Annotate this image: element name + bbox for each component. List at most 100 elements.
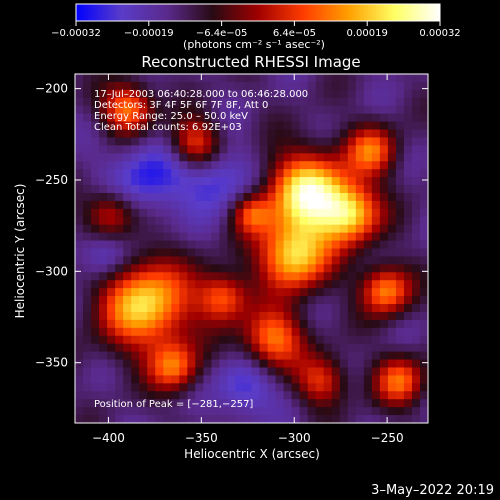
- heatmap-cell: [315, 200, 325, 210]
- heatmap-cell: [115, 74, 124, 83]
- heatmap-cell: [371, 407, 381, 416]
- heatmap-cell: [227, 105, 237, 115]
- heatmap-cell: [187, 296, 196, 305]
- heatmap-cell: [347, 272, 357, 281]
- heatmap-cell: [371, 375, 381, 384]
- heatmap-cell: [115, 153, 124, 162]
- heatmap-cell: [139, 137, 148, 146]
- heatmap-cell: [299, 177, 309, 186]
- heatmap-cell: [371, 304, 381, 313]
- heatmap-cell: [307, 185, 317, 194]
- heatmap-cell: [339, 208, 349, 218]
- heatmap-cell: [267, 216, 277, 226]
- heatmap-cell: [267, 113, 277, 123]
- heatmap-cell: [243, 264, 253, 273]
- heatmap-cell: [83, 248, 92, 258]
- heatmap-cell: [379, 367, 389, 377]
- heatmap-cell: [275, 169, 285, 178]
- heatmap-cell: [387, 121, 397, 131]
- heatmap-cell: [203, 280, 212, 289]
- heatmap-cell: [219, 311, 229, 321]
- heatmap-cell: [259, 367, 269, 377]
- heatmap-cell: [371, 169, 381, 178]
- heatmap-cell: [275, 280, 285, 289]
- heatmap-cell: [99, 304, 108, 313]
- heatmap-cell: [251, 367, 261, 377]
- heatmap-cell: [299, 185, 309, 194]
- heatmap-cell: [395, 232, 405, 242]
- heatmap-cell: [323, 89, 333, 99]
- heatmap-cell: [379, 272, 389, 281]
- heatmap-cell: [267, 407, 277, 416]
- heatmap-cell: [187, 113, 196, 123]
- heatmap-cell: [227, 177, 237, 186]
- heatmap-cell: [363, 335, 373, 345]
- heatmap-cell: [179, 367, 188, 377]
- heatmap-cell: [387, 264, 397, 273]
- heatmap-cell: [91, 383, 100, 392]
- heatmap-cell: [251, 272, 261, 281]
- heatmap-cell: [275, 145, 285, 154]
- heatmap-cell: [235, 121, 245, 131]
- heatmap-cell: [323, 351, 333, 361]
- heatmap-cell: [179, 391, 188, 400]
- heatmap-cell: [227, 145, 237, 154]
- heatmap-cell: [307, 343, 317, 353]
- heatmap-cell: [339, 137, 349, 146]
- heatmap-cell: [291, 351, 301, 361]
- heatmap-cell: [403, 177, 413, 186]
- heatmap-cell: [139, 375, 148, 384]
- heatmap-cell: [179, 200, 188, 210]
- heatmap-cell: [387, 296, 397, 305]
- heatmap-cell: [107, 264, 116, 273]
- heatmap-cell: [123, 351, 132, 361]
- heatmap-cell: [331, 343, 341, 353]
- heatmap-cell: [347, 89, 357, 99]
- heatmap-cell: [315, 145, 325, 154]
- heatmap-cell: [203, 367, 212, 377]
- heatmap-cell: [91, 248, 100, 258]
- heatmap-cell: [299, 375, 309, 384]
- heatmap-cell: [307, 121, 317, 131]
- heatmap-cell: [395, 137, 405, 146]
- heatmap-cell: [155, 327, 164, 337]
- heatmap-cell: [187, 161, 196, 170]
- heatmap-cell: [259, 296, 269, 305]
- heatmap-cell: [75, 200, 84, 210]
- heatmap-cell: [403, 169, 413, 178]
- heatmap-cell: [347, 240, 357, 250]
- heatmap-cell: [395, 296, 405, 305]
- heatmap-cell: [219, 192, 229, 202]
- heatmap-cell: [235, 296, 245, 305]
- heatmap-cell: [243, 224, 253, 234]
- heatmap-cell: [227, 192, 237, 202]
- heatmap-cell: [219, 97, 229, 107]
- heatmap-cell: [163, 137, 172, 146]
- heatmap-cell: [379, 224, 389, 234]
- heatmap-cell: [219, 415, 229, 423]
- heatmap-cell: [139, 391, 148, 400]
- heatmap-cell: [291, 200, 301, 210]
- heatmap-cell: [395, 89, 405, 99]
- heatmap-cell: [291, 304, 301, 313]
- heatmap-cell: [163, 200, 172, 210]
- heatmap-cell: [195, 137, 204, 146]
- heatmap-cell: [411, 280, 421, 289]
- heatmap-cell: [363, 288, 373, 297]
- heatmap-cell: [115, 272, 124, 281]
- heatmap-cell: [75, 367, 84, 377]
- heatmap-cell: [139, 145, 148, 154]
- heatmap-cell: [347, 137, 357, 146]
- heatmap-cell: [147, 343, 156, 353]
- heatmap-cell: [235, 327, 245, 337]
- heatmap-cell: [387, 319, 397, 329]
- heatmap-cell: [163, 129, 172, 139]
- heatmap-cell: [131, 296, 140, 305]
- heatmap-cell: [379, 74, 389, 83]
- heatmap-cell: [259, 161, 269, 170]
- heatmap-cell: [219, 216, 229, 226]
- heatmap-cell: [115, 399, 124, 408]
- heatmap-cell: [267, 121, 277, 131]
- heatmap-cell: [355, 375, 365, 384]
- heatmap-cell: [419, 81, 428, 91]
